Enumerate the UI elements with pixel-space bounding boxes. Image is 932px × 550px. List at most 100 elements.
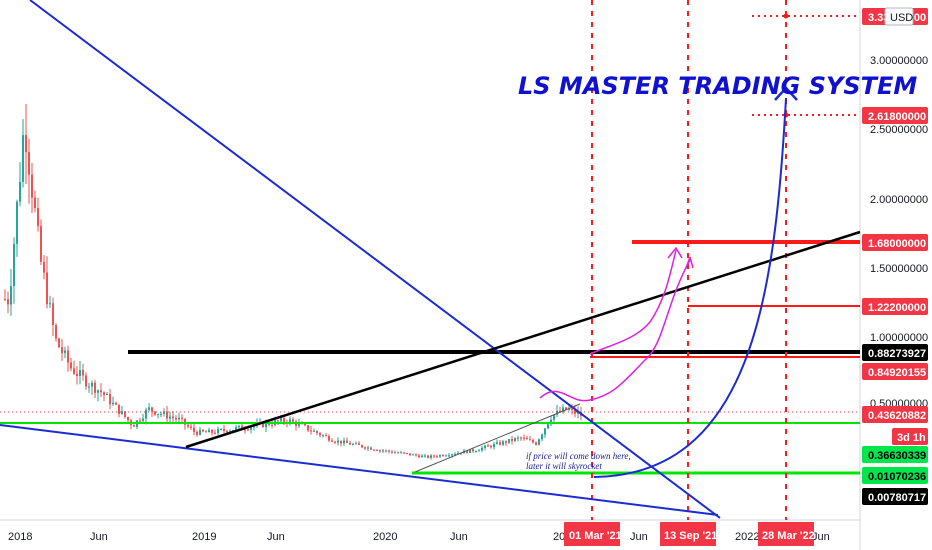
candle-body — [532, 439, 534, 443]
candle-body — [361, 444, 363, 448]
candle-body — [298, 423, 300, 426]
candle-body — [37, 207, 39, 227]
candle-body — [547, 424, 549, 429]
candle-body — [343, 440, 345, 444]
candle-body — [307, 425, 309, 431]
svg-text:0.43620882: 0.43620882 — [868, 410, 926, 422]
svg-text:1.22200000: 1.22200000 — [868, 302, 926, 314]
candle-body — [175, 417, 177, 420]
price-tag: 0.84920155 — [862, 363, 928, 380]
candle-body — [7, 299, 9, 305]
candle-body — [103, 392, 105, 395]
candle-body — [73, 368, 75, 374]
candle-body — [184, 418, 186, 425]
candle-series — [4, 104, 582, 460]
candle-body — [346, 440, 348, 443]
price-tag: 1.22200000 — [862, 298, 928, 315]
x-tick-label: 2019 — [192, 531, 216, 543]
candle-body — [178, 417, 180, 420]
candle-body — [496, 442, 498, 444]
candle-body — [112, 402, 114, 405]
candle-body — [358, 443, 360, 445]
candle-body — [154, 411, 156, 415]
candle-body — [484, 445, 486, 448]
date-marker-tag: 28 Mar '22 — [758, 522, 815, 546]
candle-body — [205, 431, 207, 433]
candle-body — [487, 445, 489, 447]
candle-body — [505, 441, 507, 443]
candle-body — [337, 440, 339, 443]
candle-body — [244, 429, 246, 431]
candle-body — [565, 407, 567, 410]
candle-body — [133, 425, 135, 427]
candle-body — [511, 438, 513, 441]
date-marker-tag: 01 Mar '21 — [564, 522, 622, 546]
candle-body — [238, 425, 240, 428]
candle-body — [4, 299, 6, 300]
candle-body — [127, 417, 129, 421]
candle-body — [334, 441, 336, 443]
lower-wedge-trendline — [0, 424, 719, 516]
candle-body — [100, 390, 102, 393]
candle-body — [553, 414, 555, 420]
candle-body — [325, 435, 327, 437]
price-tag: 0.88273927 — [862, 344, 928, 361]
candle-body — [541, 434, 543, 440]
price-tag: 2.61800000 — [862, 107, 928, 124]
y-tick-label: 2.00000000 — [870, 194, 928, 206]
candle-body — [217, 428, 219, 434]
candle-body — [22, 135, 24, 182]
x-tick-label: 2020 — [373, 531, 397, 543]
candle-body — [493, 443, 495, 448]
candle-body — [403, 452, 405, 454]
candle-body — [469, 449, 471, 453]
candle-body — [82, 370, 84, 376]
candle-body — [400, 452, 402, 454]
candle-body — [220, 428, 222, 430]
candle-body — [499, 442, 501, 445]
svg-text:2.61800000: 2.61800000 — [868, 111, 926, 123]
candle-body — [34, 197, 36, 208]
candle-body — [172, 416, 174, 418]
magenta-arrowhead-upper — [667, 246, 683, 259]
candle-body — [319, 433, 321, 436]
y-tick-label: 1.50000000 — [870, 263, 928, 275]
candle-body — [475, 450, 477, 452]
candle-body — [430, 455, 432, 458]
candle-body — [385, 450, 387, 452]
candle-body — [109, 394, 111, 405]
price-tag: 1.68000000 — [862, 234, 928, 251]
candle-body — [436, 456, 438, 458]
candle-body — [181, 417, 183, 419]
svg-text:13 Sep '21: 13 Sep '21 — [664, 530, 717, 542]
candle-body — [367, 447, 369, 449]
candle-body — [433, 455, 435, 457]
magenta-projection-upper — [589, 249, 677, 355]
candle-body — [58, 338, 60, 348]
candle-body — [415, 454, 417, 456]
candle-body — [316, 430, 318, 434]
candle-body — [370, 447, 372, 450]
currency-badge[interactable]: USD — [884, 7, 914, 26]
x-tick-label: Jun — [267, 531, 285, 543]
candle-body — [196, 431, 198, 435]
price-tag: 0.00780717 — [862, 488, 928, 505]
candle-body — [25, 135, 27, 153]
candle-body — [526, 437, 528, 440]
magenta-arrowhead-lower — [685, 256, 694, 269]
svg-text:0.88273927: 0.88273927 — [868, 348, 926, 360]
candle-body — [508, 438, 510, 443]
candle-body — [520, 437, 522, 439]
candle-body — [376, 450, 378, 452]
candle-body — [145, 409, 147, 419]
candle-body — [313, 430, 315, 432]
candle-body — [571, 408, 573, 410]
candle-body — [169, 416, 171, 419]
candle-body — [85, 375, 87, 387]
candle-body — [304, 423, 306, 426]
candle-body — [280, 418, 282, 422]
candle-body — [124, 411, 126, 418]
candle-body — [331, 440, 333, 442]
candle-body — [427, 455, 429, 458]
